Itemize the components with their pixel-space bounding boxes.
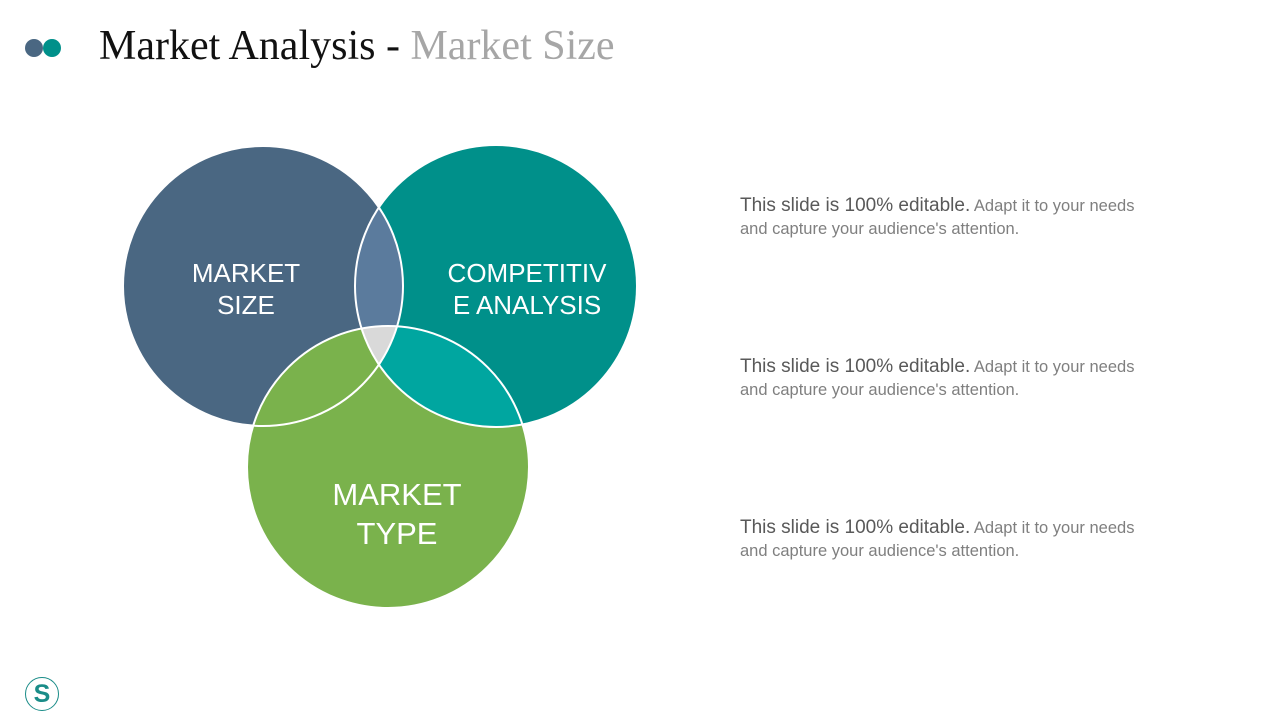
logo-icon: S [25,677,59,711]
description-lead: This slide is 100% editable. [740,356,971,377]
label-market-type: MARKET TYPE [307,475,487,553]
label-line: E ANALYSIS [452,290,602,320]
description-3: This slide is 100% editable. Adapt it to… [740,516,1160,563]
label-market-size: MARKET SIZE [166,257,326,321]
dot-blue-icon [25,39,43,57]
title-main: Market Analysis - [99,23,411,69]
title-sub: Market Size [410,23,615,69]
label-line: TYPE [356,516,438,551]
description-1: This slide is 100% editable. Adapt it to… [740,194,1160,241]
description-rest: Adapt it to your needs and capture your … [740,197,1135,238]
overlap-competitive-type [355,326,529,427]
label-line: SIZE [217,290,275,320]
description-rest: Adapt it to your needs and capture your … [740,358,1135,399]
page-title: Market Analysis - Market Size [99,22,615,70]
description-lead: This slide is 100% editable. [740,517,971,538]
description-2: This slide is 100% editable. Adapt it to… [740,355,1160,402]
description-lead: This slide is 100% editable. [740,195,971,216]
label-competitive-analysis: COMPETITIV E ANALYSIS [432,257,622,321]
label-line: MARKET [332,477,462,512]
dot-teal-icon [43,39,61,57]
label-line: MARKET [191,258,301,288]
label-line: COMPETITIV [447,258,607,288]
description-rest: Adapt it to your needs and capture your … [740,519,1135,560]
